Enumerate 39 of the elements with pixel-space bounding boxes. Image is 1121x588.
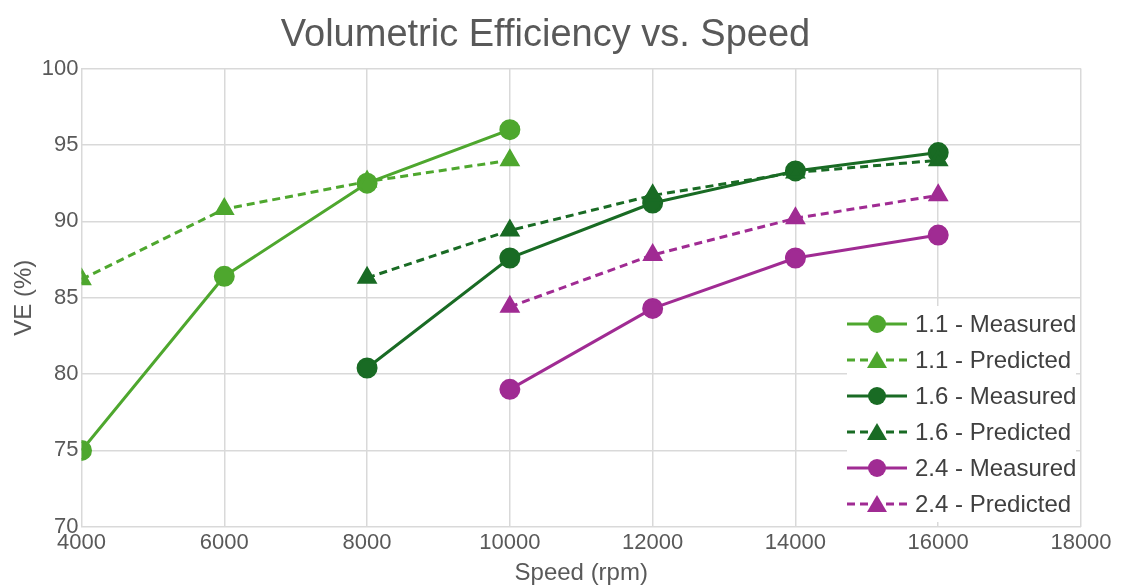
x-tick-label: 16000 [907,529,969,555]
y-tick-label: 100 [41,54,79,80]
point [643,244,662,261]
legend-label: 1.1 - Measured [915,309,1077,338]
point [642,297,664,319]
x-tick-label: 6000 [199,529,249,555]
legend-label: 2.4 - Measured [915,453,1077,482]
point [213,265,235,287]
point [500,296,520,313]
y-tick-label: 80 [54,360,79,386]
legend-label: 2.4 - Predicted [915,489,1072,518]
x-axis-title: Speed (rpm) [514,558,648,586]
x-tick-label: 12000 [622,529,684,555]
x-tick-label: 10000 [479,529,541,555]
point [499,378,521,400]
point [784,247,806,269]
legend-label: 1.1 - Predicted [915,345,1072,374]
x-tick-label: 18000 [1050,529,1112,555]
point [499,247,521,269]
y-axis-title: VE (%) [9,259,37,336]
y-tick-label: 90 [54,207,79,233]
point [215,198,234,216]
x-tick-label: 14000 [764,529,827,555]
y-tick-label: 95 [54,131,79,157]
legend-label: 1.6 - Measured [915,381,1077,410]
point [356,357,378,379]
point [500,149,520,167]
y-tick-label: 85 [54,283,79,309]
point [928,184,948,202]
point [786,207,805,225]
point [357,267,377,284]
point [927,224,949,246]
point [500,220,520,237]
legend-label: 1.6 - Predicted [915,417,1072,446]
point [357,171,377,188]
chart-title: Volumetric Efficiency vs. Speed [280,12,811,55]
x-tick-label: 8000 [342,529,392,555]
point [643,184,662,202]
y-tick-label: 75 [54,436,79,462]
